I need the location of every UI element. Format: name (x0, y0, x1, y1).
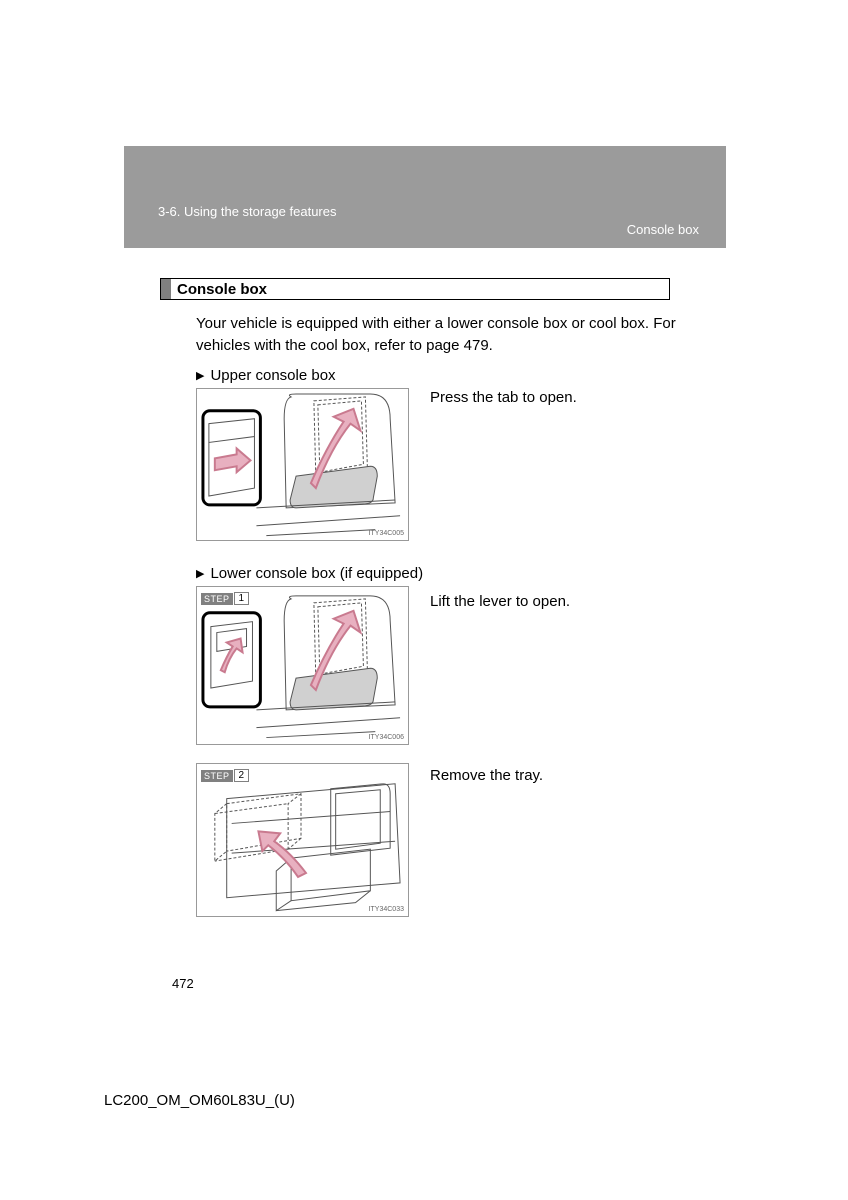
figure-code-2: ITY34C006 (369, 734, 404, 741)
page-number: 472 (172, 976, 194, 991)
document-code: LC200_OM_OM60L83U_(U) (104, 1092, 295, 1109)
subheading-lower: ▶ Lower console box (if equipped) (196, 565, 423, 582)
instruction-lower-2: Remove the tray. (430, 767, 690, 784)
triangle-icon: ▶ (196, 567, 204, 580)
illustration-lower-1 (197, 587, 408, 745)
section-heading-tab (161, 279, 171, 299)
subheading-lower-label: Lower console box (if equipped) (210, 565, 423, 582)
header-topic-label: Console box (627, 222, 699, 237)
figure-lower-step1: STEP 1 ITY34C006 (196, 586, 409, 745)
subheading-upper: ▶ Upper console box (196, 367, 336, 384)
section-heading-text: Console box (171, 281, 267, 298)
instruction-upper: Press the tab to open. (430, 389, 690, 406)
figure-code-1: ITY34C005 (369, 530, 404, 537)
illustration-lower-2 (197, 764, 408, 917)
intro-paragraph: Your vehicle is equipped with either a l… (196, 313, 696, 357)
figure-code-3: ITY34C033 (369, 906, 404, 913)
illustration-upper (197, 389, 408, 541)
subheading-upper-label: Upper console box (210, 367, 335, 384)
section-heading-bar: Console box (160, 278, 670, 300)
header-section-label: 3-6. Using the storage features (158, 204, 337, 219)
figure-upper-console: ITY34C005 (196, 388, 409, 541)
figure-lower-step2: STEP 2 ITY34C033 (196, 763, 409, 917)
instruction-lower-1: Lift the lever to open. (430, 593, 690, 610)
triangle-icon: ▶ (196, 369, 204, 382)
page-header: 3-6. Using the storage features Console … (124, 146, 726, 248)
